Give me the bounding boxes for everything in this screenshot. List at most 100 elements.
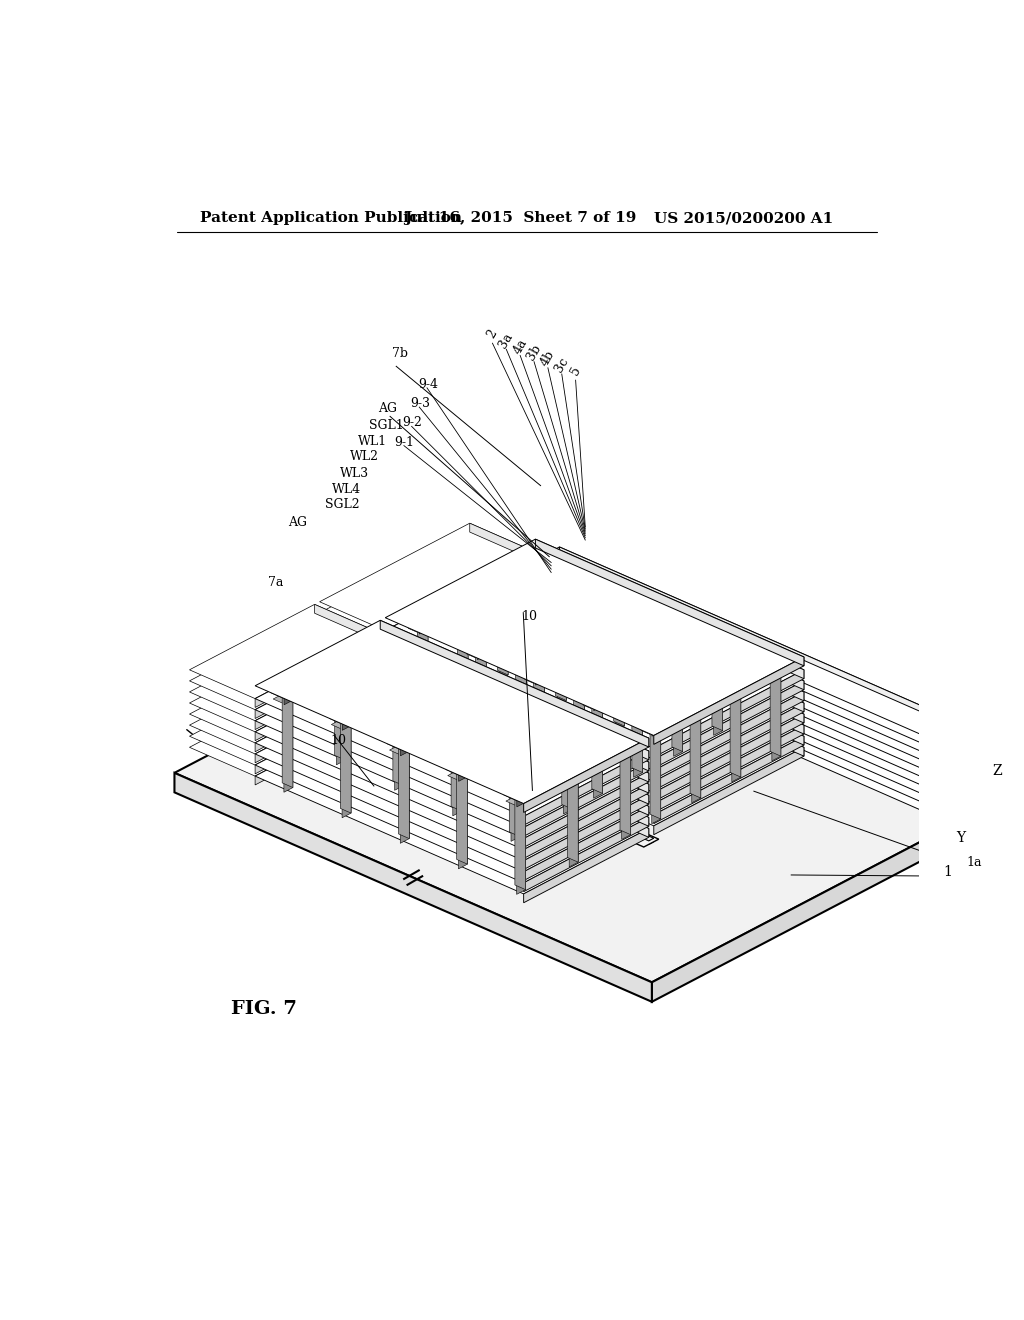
- Polygon shape: [477, 648, 488, 660]
- Polygon shape: [486, 574, 510, 586]
- Polygon shape: [380, 700, 649, 826]
- Polygon shape: [255, 710, 649, 894]
- Polygon shape: [515, 620, 528, 632]
- Polygon shape: [557, 612, 566, 705]
- Polygon shape: [653, 669, 804, 758]
- Polygon shape: [522, 668, 547, 678]
- Polygon shape: [255, 655, 649, 838]
- Polygon shape: [564, 653, 585, 663]
- Polygon shape: [387, 632, 400, 644]
- Polygon shape: [558, 770, 579, 779]
- Text: Patent Application Publication: Patent Application Publication: [200, 211, 462, 226]
- Polygon shape: [655, 616, 665, 710]
- Text: WL4: WL4: [333, 483, 361, 495]
- Polygon shape: [523, 762, 649, 837]
- Text: 2: 2: [484, 327, 500, 341]
- Text: 3a: 3a: [497, 330, 516, 350]
- Polygon shape: [692, 704, 703, 715]
- Polygon shape: [529, 581, 977, 780]
- Polygon shape: [529, 614, 977, 813]
- Polygon shape: [470, 590, 536, 627]
- Polygon shape: [385, 585, 804, 781]
- Polygon shape: [314, 682, 380, 719]
- Polygon shape: [387, 738, 412, 750]
- Polygon shape: [452, 718, 462, 810]
- Polygon shape: [632, 672, 645, 684]
- Polygon shape: [595, 579, 608, 591]
- Polygon shape: [528, 561, 548, 570]
- Polygon shape: [772, 668, 781, 760]
- Polygon shape: [536, 597, 804, 723]
- Polygon shape: [536, 618, 804, 744]
- Polygon shape: [498, 582, 508, 675]
- Polygon shape: [506, 696, 514, 788]
- Polygon shape: [447, 664, 459, 676]
- Polygon shape: [284, 693, 295, 705]
- Polygon shape: [714, 642, 723, 735]
- Polygon shape: [536, 585, 804, 711]
- Polygon shape: [770, 656, 783, 668]
- Polygon shape: [620, 742, 631, 834]
- Polygon shape: [559, 556, 977, 744]
- Polygon shape: [504, 620, 528, 632]
- Polygon shape: [499, 586, 508, 680]
- Polygon shape: [385, 564, 536, 651]
- Polygon shape: [653, 714, 804, 801]
- Polygon shape: [509, 743, 520, 837]
- Polygon shape: [447, 771, 467, 780]
- Polygon shape: [536, 564, 804, 690]
- Polygon shape: [189, 648, 380, 743]
- Polygon shape: [380, 667, 649, 793]
- Text: 1a: 1a: [967, 855, 982, 869]
- Polygon shape: [319, 535, 536, 642]
- Polygon shape: [385, 574, 804, 771]
- Polygon shape: [947, 755, 977, 777]
- Text: Y: Y: [956, 830, 966, 845]
- Polygon shape: [947, 772, 977, 795]
- Polygon shape: [714, 636, 725, 648]
- Polygon shape: [947, 789, 977, 810]
- Polygon shape: [380, 677, 649, 804]
- Polygon shape: [523, 751, 649, 825]
- Polygon shape: [385, 630, 536, 717]
- Text: 5: 5: [568, 364, 584, 378]
- Polygon shape: [255, 677, 649, 861]
- Polygon shape: [524, 675, 545, 684]
- Text: FIG. 7: FIG. 7: [230, 1001, 297, 1018]
- Polygon shape: [442, 718, 462, 727]
- Polygon shape: [385, 552, 536, 639]
- Text: SGL1: SGL1: [370, 420, 404, 433]
- Polygon shape: [398, 738, 412, 750]
- Polygon shape: [634, 684, 643, 777]
- Polygon shape: [314, 660, 380, 697]
- Polygon shape: [451, 710, 464, 722]
- Polygon shape: [398, 746, 410, 838]
- Polygon shape: [563, 721, 572, 814]
- Polygon shape: [446, 595, 470, 607]
- Polygon shape: [569, 767, 581, 779]
- Polygon shape: [459, 770, 470, 781]
- Polygon shape: [457, 595, 470, 607]
- Polygon shape: [712, 638, 723, 731]
- Text: Z: Z: [992, 764, 1002, 777]
- Polygon shape: [559, 572, 977, 762]
- Polygon shape: [592, 693, 605, 705]
- Polygon shape: [385, 618, 536, 706]
- Polygon shape: [314, 696, 653, 845]
- Polygon shape: [947, 807, 977, 828]
- Text: WL2: WL2: [350, 450, 379, 463]
- Polygon shape: [459, 601, 470, 614]
- Polygon shape: [545, 601, 568, 611]
- Polygon shape: [653, 704, 804, 791]
- Polygon shape: [529, 598, 977, 796]
- Polygon shape: [189, 660, 380, 754]
- Polygon shape: [674, 657, 685, 669]
- Polygon shape: [506, 796, 525, 805]
- Polygon shape: [517, 632, 526, 726]
- Polygon shape: [392, 685, 406, 697]
- Polygon shape: [380, 655, 649, 781]
- Polygon shape: [255, 667, 380, 741]
- Polygon shape: [337, 665, 347, 677]
- Polygon shape: [507, 628, 526, 638]
- Polygon shape: [314, 615, 380, 653]
